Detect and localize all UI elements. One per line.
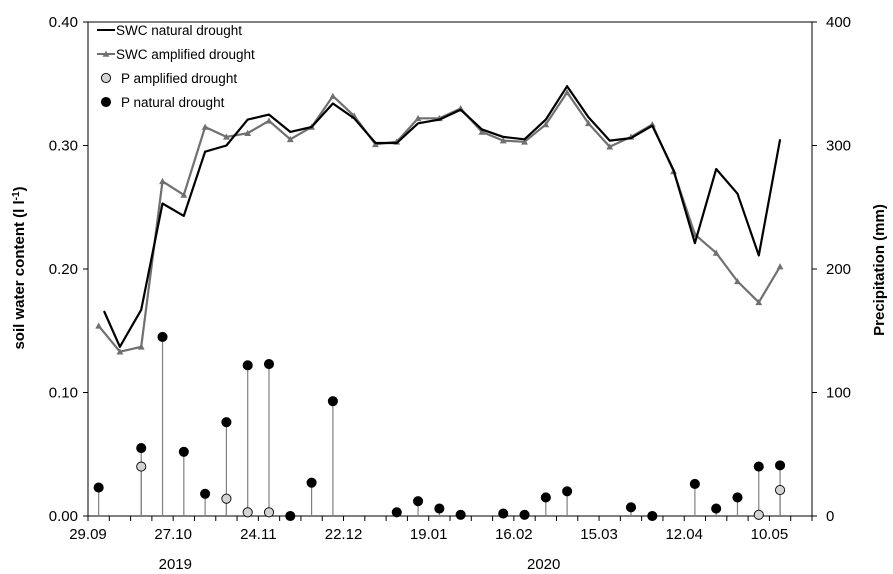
swc-amplified-marker [159, 177, 166, 185]
precip-natural-point [625, 502, 637, 513]
precip-natural-point [221, 417, 232, 428]
y2-tick-label: 200 [826, 261, 851, 278]
swc-amplified-marker [712, 249, 720, 256]
precip-natural-point [753, 461, 764, 472]
y2-tick-label: 0 [826, 508, 834, 525]
year-label: 2020 [527, 556, 560, 573]
x-tick-label: 12.04 [665, 526, 703, 543]
y2-tick-label: 400 [826, 14, 851, 31]
legend-p-amplified-label: P amplified drought [121, 71, 237, 86]
precip-amplified-point [753, 509, 764, 520]
swc-amplified-marker [244, 129, 252, 136]
precip-natural-point [455, 509, 466, 520]
legend: SWC natural drought SWC amplified drought… [97, 23, 255, 110]
swc-amplified-marker [201, 123, 209, 130]
precip-natural-point [647, 510, 658, 522]
precipitation-stems [93, 331, 786, 522]
y2-tick-label: 100 [826, 385, 851, 402]
precip-natural-point [178, 446, 189, 457]
y2-tick-label: 300 [826, 138, 851, 155]
precip-natural-point [263, 359, 275, 370]
y-axis-title: soil water content (l l-1) [11, 186, 29, 349]
swc-amplified-marker [734, 277, 741, 285]
x-tick-label: 19.01 [410, 526, 448, 543]
precip-natural-point [498, 508, 509, 519]
y-tick-label: 0.00 [49, 508, 78, 525]
precip-natural-point [775, 460, 786, 471]
year-label: 2019 [159, 556, 192, 573]
precip-natural-point [562, 486, 573, 497]
legend-swc-amplified-label: SWC amplified drought [116, 47, 255, 62]
precip-amplified-point [775, 485, 786, 496]
legend-p-amplified-swatch [100, 72, 112, 84]
legend-p-natural-swatch [100, 96, 112, 108]
x-tick-label: 29.09 [69, 526, 107, 543]
swc-natural-line [102, 85, 782, 348]
x-tick-label: 27.10 [154, 526, 192, 543]
precip-natural-point [136, 443, 147, 454]
swc-amplified-marker [755, 298, 763, 306]
precip-amplified-point [242, 507, 253, 518]
precip-natural-point [413, 496, 424, 507]
swc-amplified-marker [563, 88, 571, 96]
y-tick-label: 0.10 [49, 385, 78, 402]
x-tick-label: 15.03 [580, 526, 618, 543]
swc-amplified-marker [137, 343, 145, 350]
precip-natural-point [711, 503, 722, 514]
swc-amplified-marker [585, 119, 592, 127]
legend-swc-natural-label: SWC natural drought [116, 23, 242, 38]
precip-natural-point [200, 488, 211, 499]
swc-amplified-marker [542, 121, 550, 128]
y-tick-label: 0.40 [49, 14, 78, 31]
precip-natural-point [306, 477, 317, 488]
precip-amplified-point [136, 461, 147, 472]
precip-natural-point [434, 503, 445, 514]
precip-natural-point [93, 482, 104, 493]
swc-amplified-marker [606, 143, 614, 150]
legend-p-natural-label: P natural drought [121, 95, 225, 110]
x-tick-label: 24.11 [240, 526, 276, 543]
legend-swc-amplified-marker [102, 50, 110, 57]
swc-amplified-marker [478, 128, 486, 135]
y-axis-title-sup: -1 [11, 191, 22, 200]
precip-natural-point [242, 360, 253, 371]
precip-amplified-point [221, 493, 232, 504]
y-tick-label: 0.20 [49, 261, 78, 278]
precip-natural-point [157, 331, 168, 342]
precip-amplified-point [263, 507, 275, 518]
precip-natural-point [689, 478, 700, 489]
swc-amplified-marker [414, 114, 422, 122]
y-axis-left: 0.00 0.10 0.20 0.30 0.40 [49, 14, 88, 525]
swc-amplified-marker [776, 263, 784, 270]
y2-axis-title: Precipitation (mm) [871, 204, 888, 336]
swc-amplified-marker [223, 133, 230, 140]
y-axis-right: 0 100 200 300 400 [812, 14, 851, 525]
precip-natural-point [540, 492, 551, 503]
swc-amplified-marker [499, 137, 507, 144]
swc-amplified-line [97, 91, 782, 353]
swc-amplified-marker [180, 191, 188, 198]
x-tick-label: 10.05 [751, 526, 789, 543]
swc-amplified-marker [329, 92, 337, 99]
x-axis: 29.09 27.10 24.11 22.12 19.01 16.02 15.03 12.04… [69, 516, 813, 573]
precip-natural-point [285, 510, 296, 522]
swc-amplified-marker [116, 348, 124, 355]
precip-natural-point [519, 509, 530, 520]
y-tick-label: 0.30 [49, 138, 78, 155]
swc-amplified-marker [95, 322, 103, 329]
y-axis-title-close: ) [11, 186, 28, 191]
swc-lines [95, 85, 784, 355]
swc-amplified-marker [265, 117, 273, 124]
precip-natural-point [732, 492, 743, 503]
x-tick-label: 22.12 [325, 526, 363, 543]
y-axis-title-text: soil water content (l l [11, 200, 28, 349]
precip-natural-point [391, 507, 402, 518]
precip-natural-point [327, 396, 338, 407]
swc-amplified-marker [521, 138, 528, 145]
swc-amplified-marker [286, 135, 294, 143]
x-tick-label: 16.02 [495, 526, 533, 543]
